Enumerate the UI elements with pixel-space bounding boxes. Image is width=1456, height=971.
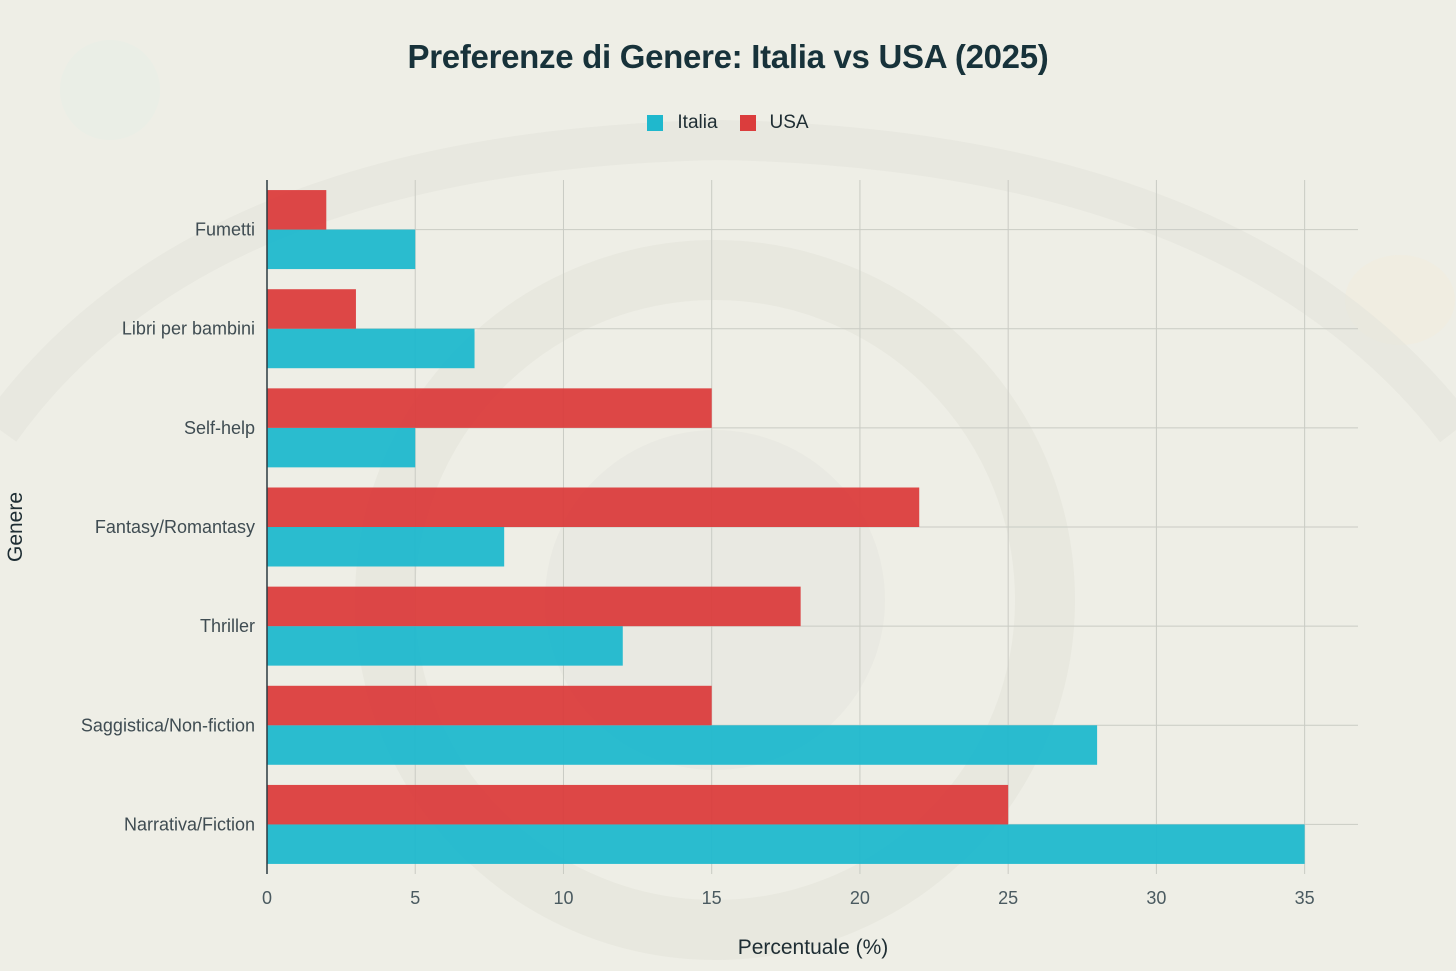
bar-italia-3[interactable] (267, 527, 505, 567)
bar-usa-4[interactable] (267, 388, 712, 428)
bar-usa-3[interactable] (267, 487, 920, 528)
bar-usa-2[interactable] (267, 586, 801, 627)
category-label-6: Fumetti (195, 220, 255, 240)
legend-label-italia: Italia (677, 112, 718, 133)
bar-usa-5[interactable] (267, 289, 356, 329)
x-tick-label-4: 20 (850, 888, 870, 908)
x-tick-label-5: 25 (998, 888, 1018, 908)
category-label-0: Narrativa/Fiction (124, 814, 255, 834)
y-axis-title: Genere (4, 492, 27, 562)
bar-italia-4[interactable] (267, 427, 416, 468)
bars (267, 190, 1305, 864)
bar-italia-0[interactable] (267, 824, 1305, 864)
legend-swatch-usa (739, 115, 756, 131)
legend-swatch-italia (647, 115, 664, 131)
x-tick-label-1: 5 (410, 888, 420, 908)
category-label-4: Self-help (184, 418, 255, 438)
category-label-5: Libri per bambini (122, 319, 255, 339)
y-category-labels: Narrativa/Fiction Saggistica/Non-fiction T… (81, 220, 255, 835)
bar-italia-6[interactable] (267, 229, 416, 270)
bar-italia-2[interactable] (267, 626, 623, 666)
x-tick-label-6: 30 (1146, 888, 1166, 908)
legend: Italia USA (0, 112, 1456, 134)
x-tick-label-3: 15 (702, 888, 722, 908)
x-tick-label-0: 0 (262, 888, 272, 908)
chart-title: Preferenze di Genere: Italia vs USA (202… (407, 38, 1049, 75)
x-tick-label-2: 10 (553, 888, 573, 908)
bar-italia-5[interactable] (267, 328, 475, 369)
x-tick-labels: 0 5 10 15 20 25 30 35 (262, 888, 1315, 908)
category-label-1: Saggistica/Non-fiction (81, 715, 255, 735)
bar-usa-6[interactable] (267, 190, 327, 230)
bar-italia-1[interactable] (267, 725, 1098, 765)
category-label-3: Fantasy/Romantasy (95, 517, 255, 537)
bar-usa-1[interactable] (267, 685, 712, 726)
x-axis-title: Percentuale (%) (738, 936, 889, 959)
legend-label-usa: USA (769, 112, 809, 133)
x-tick-label-7: 35 (1295, 888, 1315, 908)
legend-item-italia[interactable]: Italia (647, 112, 718, 134)
legend-item-usa[interactable]: USA (739, 112, 809, 134)
category-label-2: Thriller (200, 616, 255, 636)
bar-usa-0[interactable] (267, 784, 1009, 825)
